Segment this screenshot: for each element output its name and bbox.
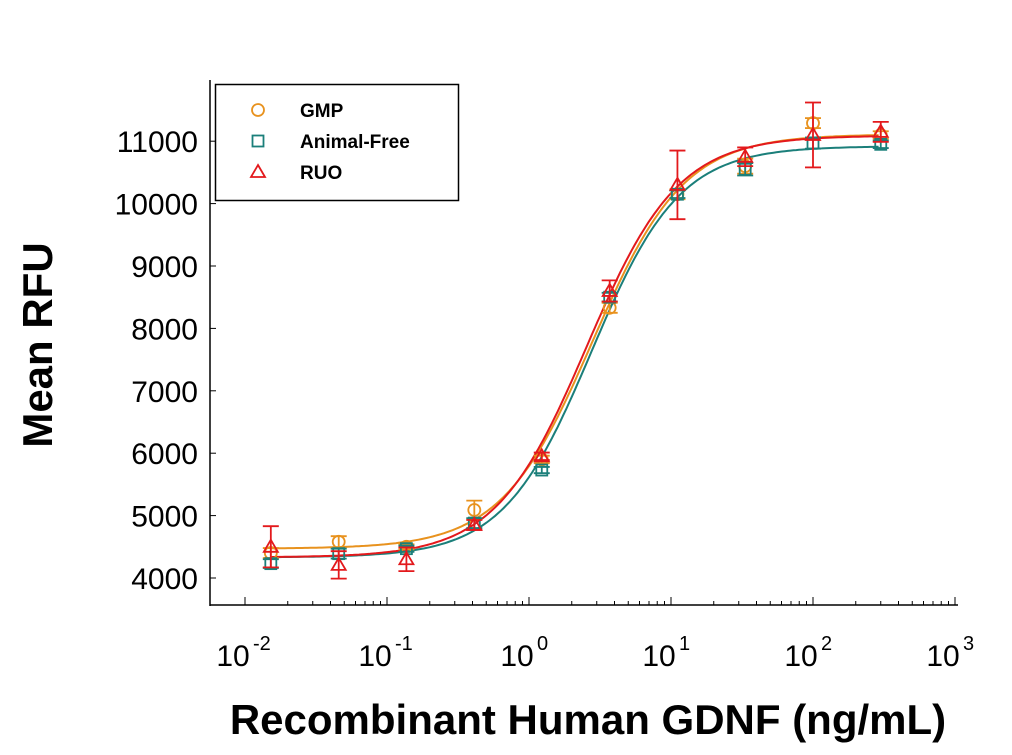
y-tick-label: 4000 [131,563,198,596]
data-point-triangle [804,126,822,141]
y-tick-label: 5000 [131,501,198,534]
legend-marker-circle [251,103,265,117]
y-tick-label: 8000 [131,313,198,346]
y-tick-label: 9000 [131,251,198,284]
legend-label: GMP [300,101,344,122]
data-point-triangle [262,538,280,553]
x-tick-exponent: 1 [679,633,690,655]
data-points [262,101,890,580]
data-point-triangle [668,176,687,191]
data-point-triangle [736,148,754,163]
x-tick-label: 10 [358,640,391,673]
legend: GMP Animal-Free RUO [214,83,460,202]
x-tick-exponent: 0 [537,633,548,655]
legend-label: Animal-Free [300,132,410,153]
y-tick-label: 6000 [131,438,198,471]
data-point-triangle [533,447,551,463]
series-ruo [262,101,890,580]
y-tick-label: 10000 [115,189,198,222]
series-animal-free [262,136,889,571]
data-point-square [535,463,549,477]
x-tick-label: 10 [642,640,675,673]
y-tick-label: 11000 [117,126,198,159]
legend-marker-triangle [249,163,267,178]
x-tick-exponent: 3 [963,633,974,655]
legend-label: RUO [300,163,342,184]
fit-curve-animal-free [270,145,879,559]
y-axis-label: Mean RFU [14,242,61,447]
x-tick-label: 10 [784,640,817,673]
legend-marker-square [251,134,265,148]
x-tick-label: 10 [216,640,249,673]
x-tick-exponent: 2 [821,633,832,655]
fit-curve-ruo [270,135,879,558]
x-tick-label: 10 [500,640,533,673]
data-point-triangle [601,282,619,297]
data-point-circle [467,503,482,517]
data-point-triangle [397,550,415,566]
fit-curves [270,134,879,559]
x-tick-label: 10 [926,640,959,673]
x-tick-exponent: -1 [395,633,413,655]
data-point-triangle [872,123,890,138]
data-point-triangle [465,516,483,531]
data-point-triangle [330,556,348,571]
x-tick-exponent: -2 [253,633,271,655]
y-tick-label: 7000 [131,376,198,409]
x-axis-label: Recombinant Human GDNF (ng/mL) [230,696,946,743]
